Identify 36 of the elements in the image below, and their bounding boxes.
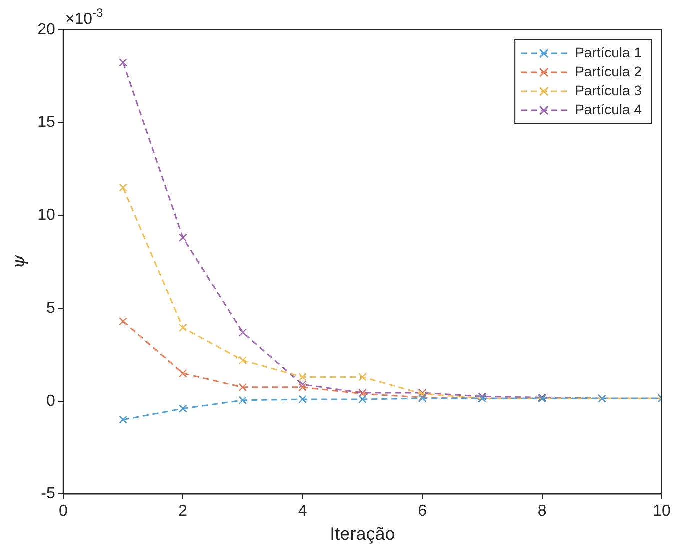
point: [178, 234, 188, 242]
x-tick-label: 6: [418, 503, 428, 520]
y-axis-title: ψ: [8, 254, 30, 270]
point: [119, 184, 128, 192]
x-tick-label: 0: [58, 503, 68, 520]
point: [358, 373, 367, 382]
point: [119, 317, 128, 326]
x-tick-label: 2: [178, 503, 188, 520]
y-tick-label: 5: [46, 300, 56, 317]
point: [298, 383, 307, 392]
y-tick-label: 0: [46, 392, 56, 410]
x-tick-label: 4: [298, 503, 308, 520]
legend-label: Partícula 1: [575, 44, 642, 60]
x-tick-label: 8: [538, 503, 547, 520]
y-tick-label: 15: [38, 114, 56, 132]
y-tick-label: 20: [38, 21, 56, 38]
legend-label: Partícula 3: [575, 82, 642, 98]
point: [178, 369, 188, 378]
y-tick-label: -5: [41, 486, 56, 503]
point: [298, 395, 307, 404]
point: [298, 380, 307, 389]
legend-label: Partícula 2: [575, 63, 642, 80]
point: [238, 396, 248, 405]
point: [298, 373, 307, 382]
point: [238, 356, 248, 365]
point: [238, 383, 248, 392]
point: [238, 328, 248, 337]
y-tick-label: 10: [38, 207, 56, 224]
point: [178, 324, 188, 332]
point: [119, 58, 128, 67]
point: [178, 404, 188, 413]
point: [119, 416, 128, 424]
x-tick-label: 10: [653, 503, 671, 520]
legend-label: Partícula 4: [575, 101, 642, 118]
point: [358, 395, 367, 404]
x-axis-title: Iteração: [330, 524, 396, 544]
